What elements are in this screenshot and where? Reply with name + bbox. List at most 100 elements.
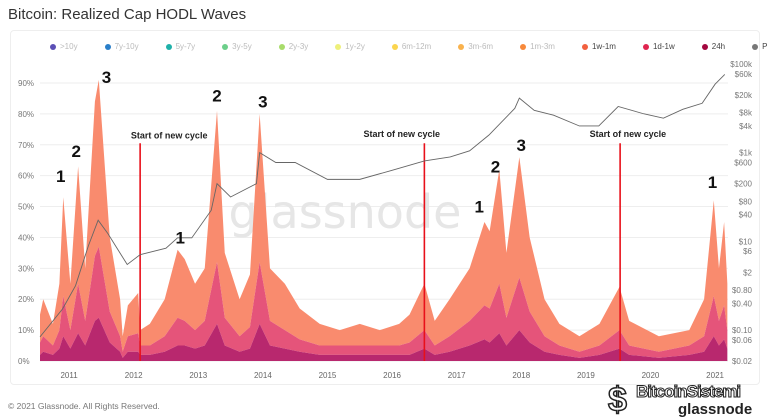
logo-sub: glassnode (678, 401, 753, 418)
legend-label: 24h (711, 42, 726, 51)
legend-item-1d-1w[interactable]: 1d-1w (642, 42, 675, 51)
legend-label: >10y (60, 42, 78, 51)
legend-label: Price [USD] (762, 42, 768, 51)
chart-card (10, 30, 760, 385)
legend-item--10y[interactable]: >10y (50, 42, 78, 51)
cycle-start-label: Start of new cycle (590, 129, 667, 139)
peak-label: 3 (258, 93, 267, 112)
y-tick-label: 80% (18, 110, 34, 119)
y2-tick-label: $10 (739, 237, 753, 246)
x-tick-label: 2013 (189, 371, 207, 380)
y-tick-label: 90% (18, 79, 34, 88)
y2-tick-label: $8k (739, 109, 753, 118)
x-tick-label: 2018 (512, 371, 530, 380)
y2-tick-label: $60k (735, 70, 753, 79)
legend-label: 1d-1w (652, 42, 675, 51)
y2-tick-label: $1k (739, 149, 753, 158)
y2-tick-label: $200 (734, 180, 752, 189)
y-tick-label: 70% (18, 141, 34, 150)
legend-dot-icon (104, 43, 111, 50)
legend-label: 1m-3m (530, 42, 555, 51)
x-tick-label: 2020 (642, 371, 660, 380)
y2-tick-label: $20k (735, 91, 753, 100)
legend-label: 6m-12m (401, 42, 432, 51)
x-tick-label: 2014 (254, 371, 272, 380)
legend-item-1y-2y[interactable]: 1y-2y (335, 42, 365, 51)
cycle-start-label: Start of new cycle (131, 131, 208, 141)
price-line (39, 74, 726, 338)
legend-dot-icon (520, 43, 527, 50)
legend-label: 3y-5y (232, 42, 252, 51)
y2-tick-label: $0.40 (732, 299, 753, 308)
y-tick-label: 0% (18, 357, 30, 366)
legend-item-2y-3y[interactable]: 2y-3y (278, 42, 309, 51)
y2-tick-label: $100k (730, 60, 753, 69)
legend-label: 2y-3y (288, 42, 309, 51)
legend-item-3y-5y[interactable]: 3y-5y (222, 42, 252, 51)
legend-dot-icon (391, 43, 398, 50)
legend-item-price-usd[interactable]: Price [USD] (752, 42, 768, 51)
chart-title: Bitcoin: Realized Cap HODL Waves (8, 6, 247, 23)
legend-item-3m-6m[interactable]: 3m-6m (458, 42, 493, 51)
y-tick-label: 10% (18, 326, 34, 335)
area-24h (40, 317, 728, 361)
x-tick-label: 2011 (60, 371, 78, 380)
area-1w-1m (40, 79, 728, 352)
y2-tick-label: $0.10 (732, 326, 753, 335)
legend-dot-icon (701, 43, 708, 50)
legend-dot-icon (752, 43, 759, 50)
x-tick-label: 2017 (448, 371, 466, 380)
peak-label: 2 (491, 158, 500, 177)
legend-item-5y-7y[interactable]: 5y-7y (165, 42, 195, 51)
legend-label: 1w-1m (591, 42, 616, 51)
legend-item-1m-3m[interactable]: 1m-3m (520, 42, 555, 51)
legend-label: 7y-10y (114, 42, 139, 51)
legend-dot-icon (50, 43, 56, 50)
legend-dot-icon (642, 43, 649, 50)
y2-tick-label: $6 (743, 247, 752, 256)
bitcoinsistemi-logo: $ BitcoinSistemi glassnode (606, 381, 766, 419)
y-tick-label: 50% (18, 203, 34, 212)
x-tick-label: 2019 (577, 371, 595, 380)
peak-label: 1 (708, 173, 717, 192)
logo-brand: BitcoinSistemi (635, 382, 741, 401)
y2-tick-label: $40 (739, 211, 753, 220)
legend-label: 3m-6m (468, 42, 494, 51)
legend-item-7y-10y[interactable]: 7y-10y (104, 42, 139, 51)
legend-dot-icon (581, 43, 588, 50)
peak-label: 3 (102, 68, 111, 87)
peak-label: 2 (71, 142, 80, 161)
y2-tick-label: $80 (739, 197, 753, 206)
legend-item-24h[interactable]: 24h (701, 42, 726, 51)
y2-tick-label: $0.02 (732, 357, 753, 366)
legend-dot-icon (278, 43, 285, 50)
legend-label: 1y-2y (345, 42, 365, 51)
legend-item-6m-12m[interactable]: 6m-12m (391, 42, 432, 51)
x-tick-label: 2012 (125, 371, 143, 380)
peak-label: 3 (517, 136, 526, 155)
y-tick-label: 20% (18, 295, 34, 304)
y2-tick-label: $600 (734, 159, 752, 168)
legend-dot-icon (335, 43, 342, 50)
area-1d-1w (40, 246, 728, 358)
x-tick-label: 2016 (383, 371, 401, 380)
legend-dot-icon (222, 43, 229, 50)
y2-tick-label: $0.80 (732, 286, 753, 295)
y-tick-label: 30% (18, 264, 34, 273)
bitcoin-logo-icon: $ (607, 381, 627, 419)
peak-label: 1 (56, 167, 65, 186)
peak-label: 1 (175, 229, 184, 248)
x-tick-label: 2021 (706, 371, 724, 380)
cycle-start-label: Start of new cycle (363, 129, 440, 139)
y2-tick-label: $0.06 (732, 336, 753, 345)
legend: >10y 7y-10y 5y-7y 3y-5y 2y-3y 1y-2y 6m-12m 3m-6… (50, 42, 768, 51)
copyright-footer: © 2021 Glassnode. All Rights Reserved. (8, 401, 160, 411)
legend-dot-icon (458, 43, 465, 50)
peak-label: 2 (212, 87, 221, 106)
legend-dot-icon (165, 43, 172, 50)
legend-item-1w-1m[interactable]: 1w-1m (581, 42, 616, 51)
y2-tick-label: $4k (739, 122, 753, 131)
y-tick-label: 40% (18, 233, 34, 242)
x-tick-label: 2015 (319, 371, 337, 380)
